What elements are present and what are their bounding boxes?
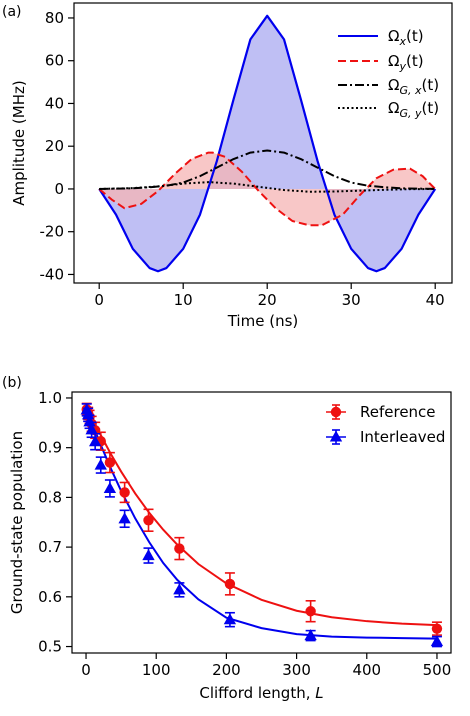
- x-tick-label: 30: [342, 291, 361, 309]
- plot-frame: [73, 2, 453, 284]
- legend-label: ΩG, y(t): [388, 99, 439, 120]
- data-point-interleaved: [430, 635, 444, 647]
- legend-label-subscript: G, y: [399, 107, 422, 120]
- y-tick-label: -40: [40, 265, 65, 283]
- data-point-interleaved: [223, 613, 237, 625]
- legend-label-suffix: (t): [422, 99, 440, 117]
- y-tick-label: 60: [45, 52, 64, 70]
- y-tick-label: 80: [45, 9, 64, 27]
- series-line-0: [98, 14, 437, 273]
- legend-label-main: Ω: [388, 76, 399, 94]
- x-tick-label: 400: [352, 661, 381, 679]
- legend-label-main: Ω: [388, 99, 399, 117]
- data-point-interleaved: [118, 512, 131, 524]
- y-tick-label: 40: [45, 94, 64, 112]
- y-tick-label: 1.0: [38, 389, 62, 407]
- data-point-reference: [224, 578, 236, 590]
- series-line-3: [99, 181, 436, 193]
- series-fill-0: [99, 15, 436, 272]
- y-tick-label: 20: [45, 137, 64, 155]
- panel-label-b: (b): [2, 375, 22, 391]
- x-axis-title-variable: L: [315, 684, 323, 702]
- data-point-reference: [104, 457, 116, 468]
- panel-label-a: (a): [2, 4, 22, 20]
- data-point-interleaved: [304, 629, 317, 641]
- y-tick-label: 0.7: [38, 538, 62, 556]
- data-point-reference: [143, 515, 154, 526]
- x-axis-title: Clifford length, L: [199, 684, 323, 702]
- x-tick-label: 300: [282, 661, 311, 679]
- data-point-reference: [119, 487, 130, 498]
- y-tick-label: -20: [40, 223, 65, 241]
- legend-label: Interleaved: [360, 428, 445, 446]
- data-point-reference: [431, 623, 443, 634]
- series-fill-1: [99, 152, 436, 226]
- data-point-interleaved: [142, 549, 155, 561]
- legend-label-suffix: (t): [422, 76, 440, 94]
- series-line-1: [98, 151, 436, 227]
- legend-label-subscript: x: [398, 35, 406, 48]
- legend-label-subscript: G, x: [399, 84, 422, 97]
- y-axis-title: Amplitude (MHz): [10, 80, 28, 205]
- legend-marker-interleaved: [329, 430, 343, 442]
- y-tick-label: 0.9: [38, 439, 62, 457]
- panel-b-plot: 0 100 200 300 400 500 0.5 0.6 0.7 0.8 0.9 1.0 Cliffo…: [8, 389, 452, 702]
- y-axis-title: Ground-state population: [8, 431, 26, 614]
- data-point-interleaved: [88, 435, 102, 447]
- y-tick-label: 0.6: [38, 588, 62, 606]
- y-tick-label: 0.8: [38, 488, 62, 506]
- y-tick-label: 0.5: [38, 638, 62, 656]
- x-tick-label: 20: [258, 291, 277, 309]
- data-point-interleaved: [83, 415, 96, 427]
- legend-label: ΩG, x(t): [388, 76, 439, 97]
- data-point-interleaved: [94, 458, 107, 470]
- legend-label-suffix: (t): [406, 27, 424, 45]
- x-axis-title: Time (ns): [227, 312, 299, 330]
- y-tick-label: 0: [54, 180, 64, 198]
- x-tick-label: 0: [94, 291, 104, 309]
- panel-a-plot: 0 10 20 30 40 -40 -20 0 20 40 60 80 Time (ns) Amplitu…: [10, 2, 453, 330]
- data-point-interleaved: [103, 481, 117, 493]
- series-line-2: [99, 149, 436, 190]
- x-tick-label: 100: [142, 661, 171, 679]
- x-tick-label: 500: [423, 661, 452, 679]
- x-axis-title-text: Clifford length,: [199, 684, 315, 702]
- x-tick-label: 10: [174, 291, 193, 309]
- x-tick-label: 40: [426, 291, 445, 309]
- plot-frame: [71, 391, 452, 654]
- data-point-interleaved: [85, 423, 98, 435]
- legend-label-suffix: (t): [406, 52, 424, 70]
- legend-label: Ωx(t): [388, 27, 424, 48]
- legend-label: Ωy(t): [388, 52, 424, 73]
- data-point-reference: [305, 606, 316, 617]
- legend-label-main: Ω: [388, 52, 399, 70]
- legend-marker-reference: [330, 406, 342, 418]
- data-point-reference: [174, 543, 185, 554]
- legend-label: Reference: [360, 403, 436, 421]
- legend-label-subscript: y: [398, 60, 406, 73]
- data-point-interleaved: [81, 408, 95, 420]
- data-point-interleaved: [173, 583, 186, 595]
- legend-label-main: Ω: [388, 27, 399, 45]
- x-tick-label: 0: [81, 661, 91, 679]
- x-tick-label: 200: [212, 661, 241, 679]
